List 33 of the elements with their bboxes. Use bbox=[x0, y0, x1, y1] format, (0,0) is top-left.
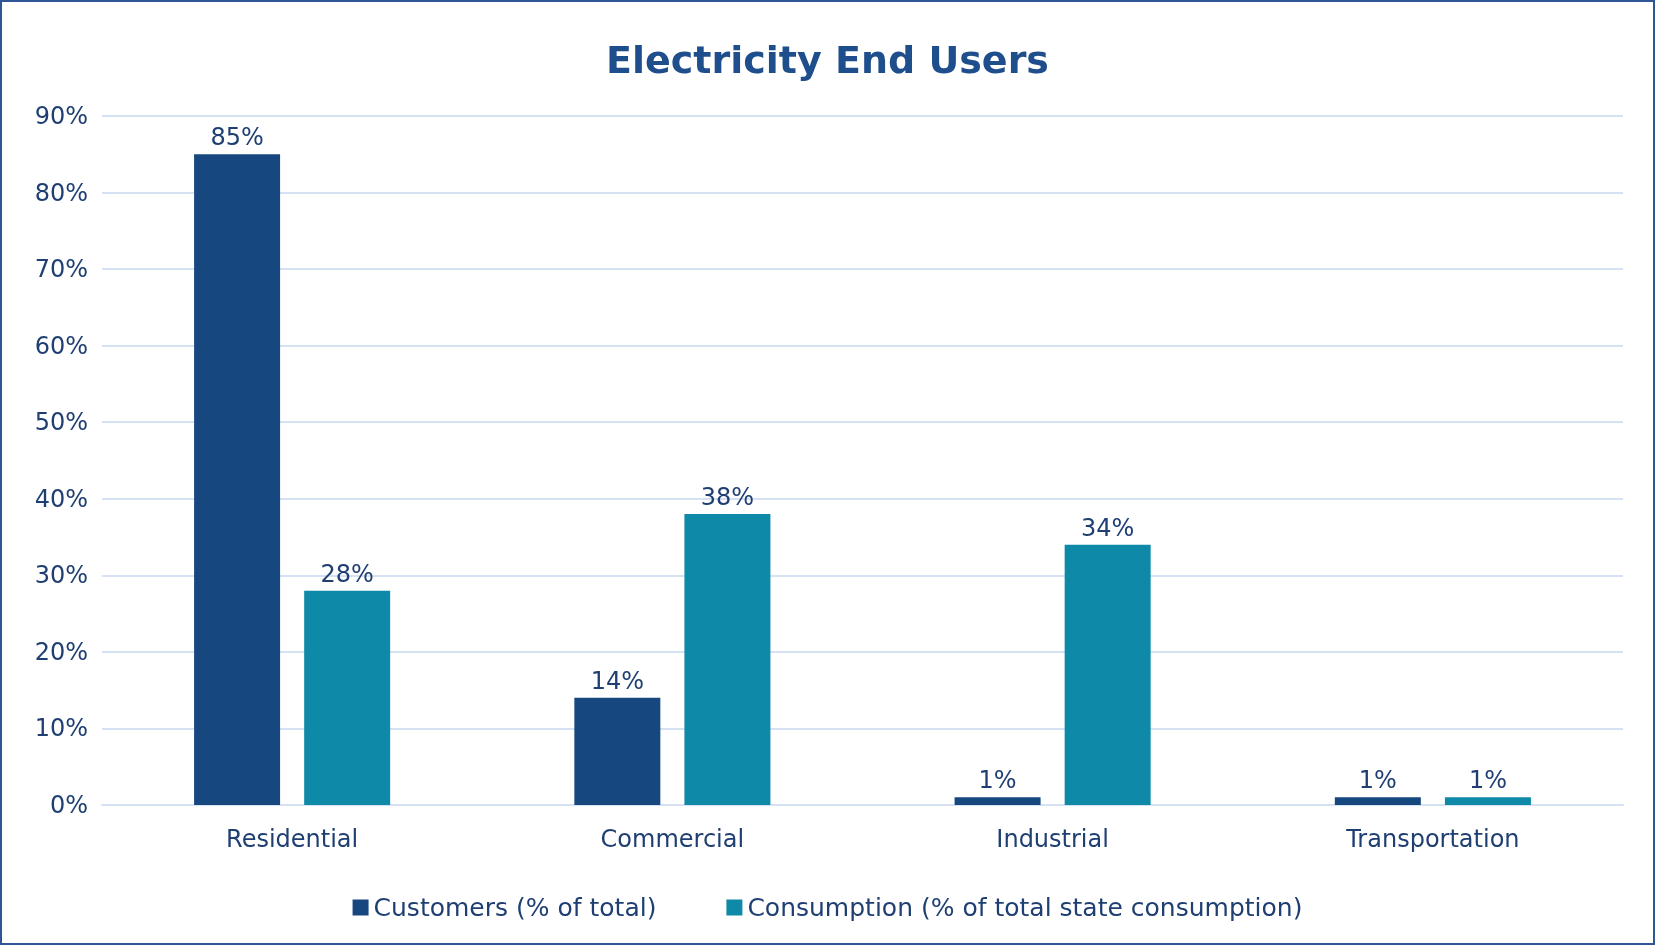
x-tick-label: Commercial bbox=[600, 825, 745, 853]
bar bbox=[954, 797, 1041, 805]
y-tick-label: 0% bbox=[49, 791, 88, 819]
y-tick-label: 30% bbox=[34, 561, 88, 590]
x-tick-label: Residential bbox=[226, 825, 359, 853]
data-label: 14% bbox=[590, 666, 645, 695]
y-tick-label: 20% bbox=[34, 637, 88, 666]
y-tick-label: 50% bbox=[34, 408, 88, 437]
legend-label: Consumption (% of total state consumption) bbox=[747, 893, 1303, 922]
bar bbox=[194, 154, 281, 805]
chart-title: Electricity End Users bbox=[606, 38, 1049, 82]
data-label: 34% bbox=[1080, 513, 1135, 542]
x-tick-label: Transportation bbox=[1345, 825, 1520, 853]
bar bbox=[684, 514, 771, 805]
y-tick-label: 10% bbox=[34, 714, 88, 743]
y-tick-label: 60% bbox=[34, 331, 88, 360]
y-tick-label: 80% bbox=[34, 178, 88, 207]
y-tick-label: 40% bbox=[34, 484, 88, 513]
data-label: 85% bbox=[210, 123, 264, 152]
bar bbox=[1444, 797, 1531, 805]
x-tick-label: Industrial bbox=[996, 825, 1109, 853]
y-tick-label: 70% bbox=[34, 255, 88, 284]
data-label: 1% bbox=[1468, 766, 1507, 795]
bar bbox=[1334, 797, 1421, 805]
bar bbox=[304, 590, 391, 805]
legend-label: Customers (% of total) bbox=[373, 893, 657, 922]
data-label: 1% bbox=[978, 766, 1017, 795]
data-label: 38% bbox=[700, 483, 755, 512]
y-tick-label: 90% bbox=[34, 102, 88, 130]
bar bbox=[1064, 544, 1151, 805]
data-label: 1% bbox=[1358, 766, 1397, 795]
bar bbox=[574, 697, 661, 805]
data-label: 28% bbox=[320, 559, 374, 588]
